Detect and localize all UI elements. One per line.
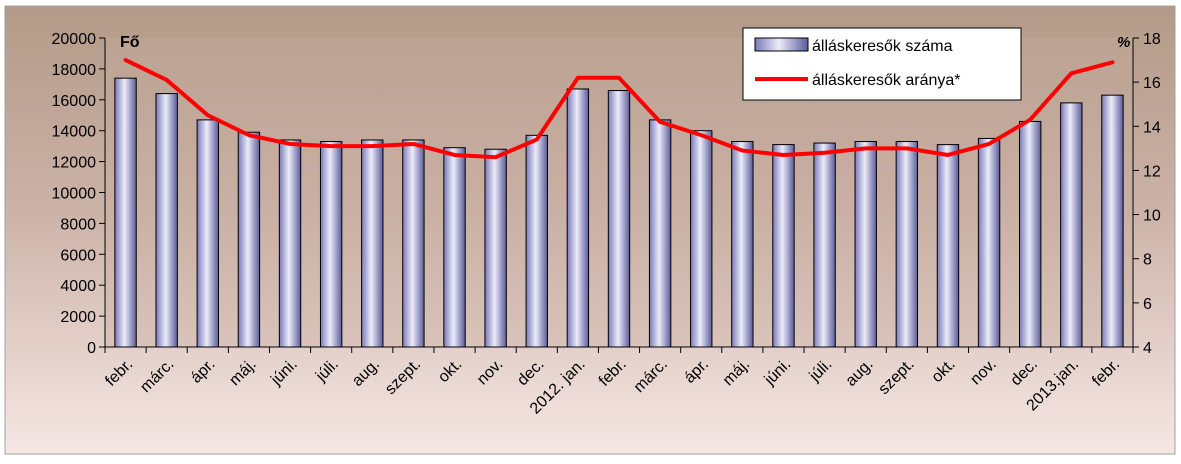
legend-label-bar: álláskeresők száma: [812, 38, 953, 55]
bar: [690, 130, 713, 348]
series-line: [123, 58, 1115, 160]
y-right-tick-label: 6: [1143, 296, 1152, 313]
bar: [361, 139, 384, 348]
y-left-tick-label: 12000: [52, 155, 97, 172]
y-left-tick-label: 16000: [52, 93, 97, 110]
y-left-tick-label: 18000: [52, 62, 97, 79]
y-right-tick-label: 18: [1143, 31, 1161, 48]
y-right-tick-label: 8: [1143, 252, 1152, 269]
bar: [155, 93, 178, 348]
y-right-tick-label: 10: [1143, 208, 1161, 225]
bar: [895, 141, 919, 348]
legend-label-line: álláskeresők aránya*: [812, 72, 961, 89]
bar: [443, 147, 466, 348]
y-left-tick-label: 20000: [52, 31, 97, 48]
axes-layer: 0 2000 4000 6000 8000 10000 12000 14000 16000 180…: [52, 31, 1161, 357]
y-right-tick-label: 14: [1143, 119, 1161, 136]
bar: [1019, 120, 1042, 348]
bar: [648, 119, 672, 348]
y-left-axis-title: Fő: [120, 34, 140, 51]
bar: [772, 144, 795, 348]
bar: [854, 141, 877, 348]
line-layer: [123, 58, 1115, 160]
bar: [237, 131, 261, 348]
y-left-tick-label: 0: [87, 340, 96, 357]
bar: [196, 119, 219, 348]
bar: [566, 88, 590, 348]
y-left-tick-label: 8000: [60, 216, 96, 233]
bar: [1060, 102, 1083, 348]
y-right-axis-title: %: [1117, 34, 1130, 51]
y-right-tick-label: 12: [1143, 163, 1161, 180]
bar: [402, 139, 425, 348]
bar: [977, 137, 1001, 348]
bar: [484, 148, 507, 348]
bar: [813, 142, 836, 348]
y-left-tick-label: 14000: [52, 124, 97, 141]
y-left-tick-label: 10000: [52, 186, 97, 203]
bar: [114, 77, 137, 348]
y-left-tick-label: 2000: [60, 309, 96, 326]
bar: [525, 134, 548, 348]
bar: [731, 141, 754, 348]
bar: [278, 139, 302, 348]
legend: álláskeresők száma álláskeresők aránya*: [742, 27, 1022, 101]
legend-swatch-bar: [754, 37, 809, 52]
bar: [936, 144, 960, 348]
y-left-tick-label: 4000: [60, 278, 96, 295]
y-left-tick-label: 6000: [60, 247, 96, 264]
bar: [319, 141, 343, 348]
bar: [1101, 94, 1124, 348]
y-right-tick-label: 16: [1143, 75, 1161, 92]
y-right-tick-label: 4: [1143, 340, 1152, 357]
bar: [607, 90, 631, 348]
